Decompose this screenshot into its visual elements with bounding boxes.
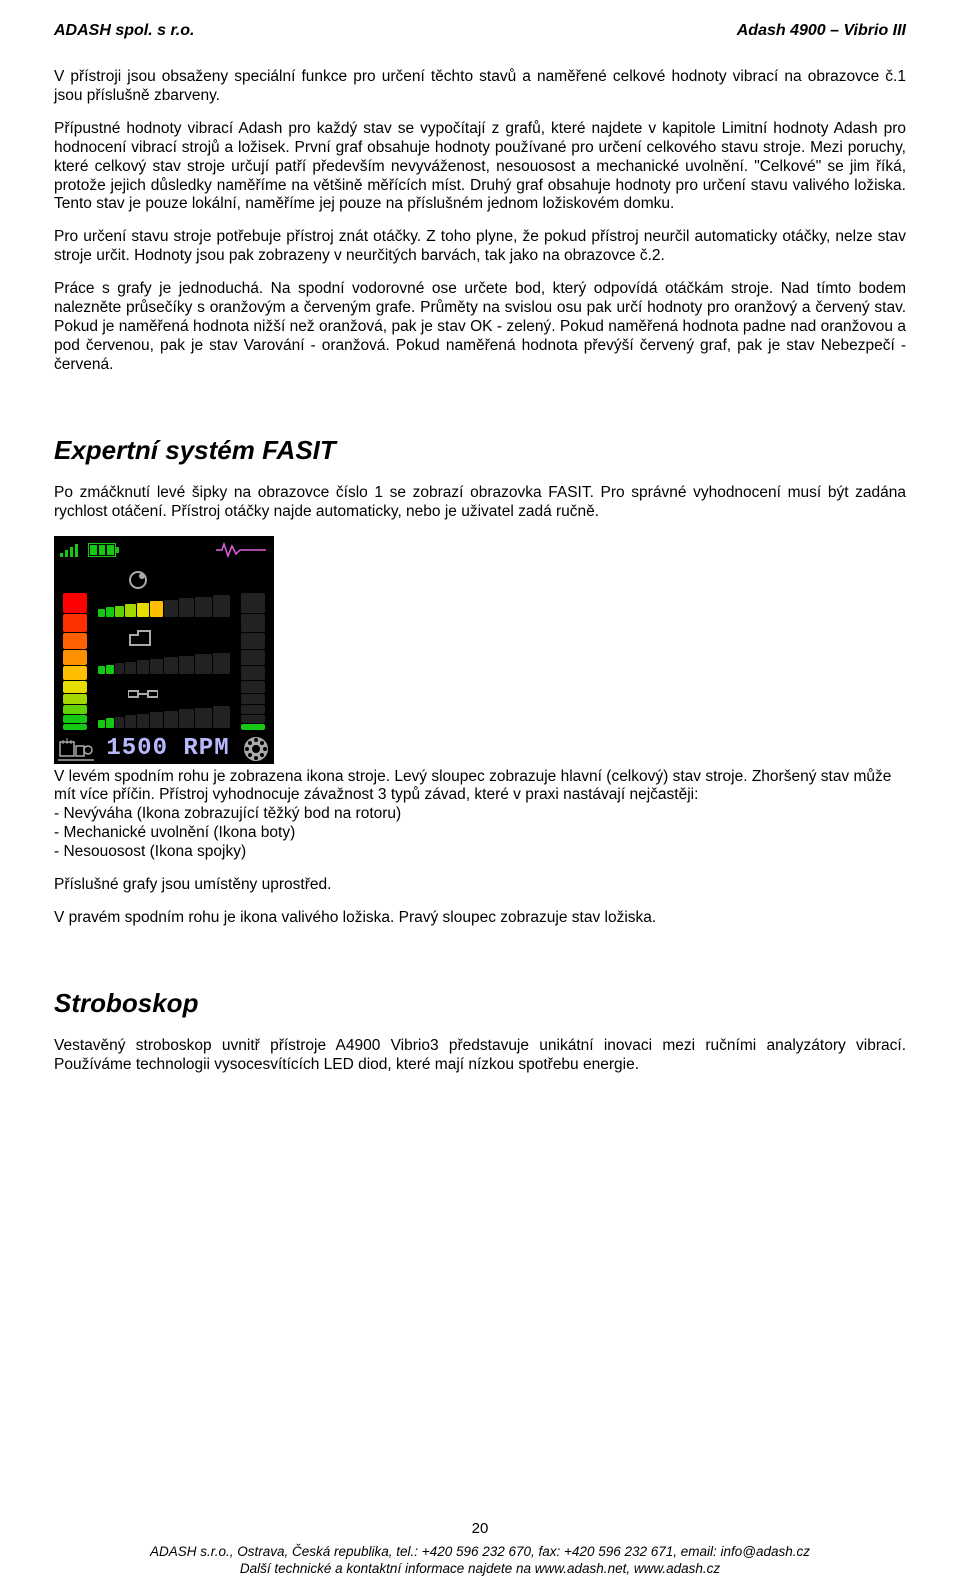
rpm-unit: RPM (183, 735, 229, 762)
page-number: 20 (54, 1520, 906, 1539)
fasit-heading: Expertní systém FASIT (54, 435, 906, 466)
paragraph-4: Práce s grafy je jednoduchá. Na spodní v… (54, 280, 906, 375)
looseness-icon (98, 629, 231, 647)
rpm-value: 1500 (106, 735, 168, 762)
unbalance-gauge (98, 593, 231, 617)
fault-item-2: - Mechanické uvolnění (Ikona boty) (54, 824, 906, 843)
misalignment-gauge (98, 704, 231, 728)
waveform-icon (216, 542, 266, 558)
page-header: ADASH spol. s r.o. Adash 4900 – Vibrio I… (54, 22, 906, 40)
footer-line-1: ADASH s.r.o., Ostrava, Česká republika, … (54, 1544, 906, 1561)
strobo-text: Vestavěný stroboskop uvnitř přístroje A4… (54, 1037, 906, 1075)
fault-item-1: - Nevýváha (Ikona zobrazující těžký bod … (54, 805, 906, 824)
machine-icon (58, 736, 94, 762)
fasit-intro: Po zmáčknutí levé šipky na obrazovce čís… (54, 484, 906, 522)
rpm-readout: 1500 RPM (106, 735, 229, 762)
center-column (96, 564, 233, 734)
fasit-after-image: V levém spodním rohu je zobrazena ikona … (54, 768, 906, 806)
paragraph-1: V přístroji jsou obsaženy speciální funk… (54, 68, 906, 106)
fasit-main-area (54, 564, 274, 734)
strobo-heading: Stroboskop (54, 988, 906, 1019)
paragraph-2: Přípustné hodnoty vibrací Adash pro každ… (54, 120, 906, 215)
fasit-after-2: Příslušné grafy jsou umístěny uprostřed. (54, 876, 906, 895)
fault-item-3: - Nesouosost (Ikona spojky) (54, 843, 906, 862)
header-left: ADASH spol. s r.o. (54, 22, 194, 40)
right-gauge-column (232, 564, 274, 734)
bearing-icon (242, 735, 270, 763)
page-footer: 20 ADASH s.r.o., Ostrava, Česká republik… (54, 1520, 906, 1579)
header-right: Adash 4900 – Vibrio III (737, 22, 906, 40)
battery-icon (88, 543, 116, 557)
looseness-gauge (98, 650, 231, 674)
signal-icon (60, 543, 78, 557)
bottom-bar: 1500 RPM (54, 734, 274, 764)
misalignment-icon (98, 687, 231, 701)
status-bar (54, 540, 274, 560)
paragraph-3: Pro určení stavu stroje potřebuje přístr… (54, 228, 906, 266)
footer-line-2: Další technické a kontaktní informace na… (54, 1561, 906, 1578)
left-gauge-column (54, 564, 96, 734)
unbalance-icon (98, 570, 231, 590)
fasit-after-3: V pravém spodním rohu je ikona valivého … (54, 909, 906, 928)
fasit-screenshot: 1500 RPM (54, 536, 274, 764)
